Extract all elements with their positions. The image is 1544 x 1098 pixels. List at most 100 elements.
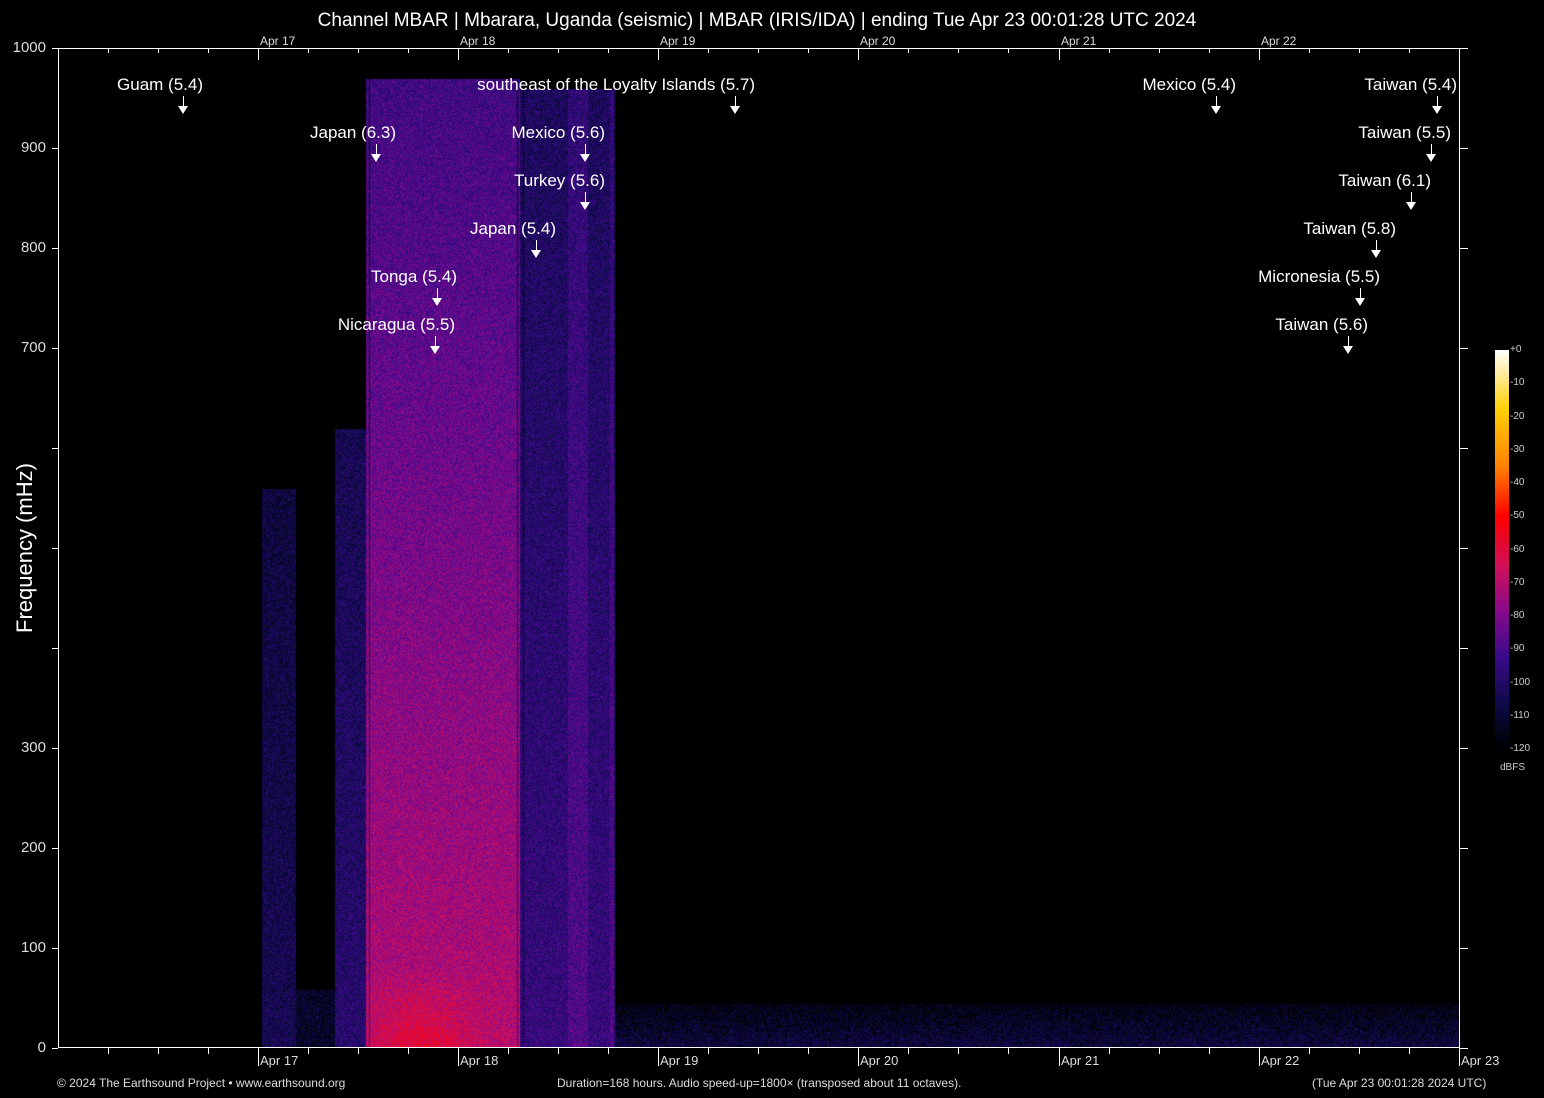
x-tick (258, 1048, 259, 1066)
colorbar-tick-label: -90 (1510, 643, 1525, 655)
x-tick (158, 1048, 159, 1054)
x-tick-top (1259, 48, 1260, 60)
x-tick (408, 1048, 409, 1054)
y-tick (52, 448, 58, 449)
event-arrow-line (435, 336, 436, 348)
y-tick (52, 48, 58, 49)
event-arrow-icon (1355, 298, 1365, 306)
x-tick-label: Apr 20 (860, 1053, 899, 1068)
x-tick (1109, 1048, 1110, 1054)
x-tick-label: Apr 17 (260, 1053, 299, 1068)
event-arrow-line (585, 192, 586, 204)
colorbar (1495, 350, 1509, 750)
colorbar-tick-label: -110 (1510, 709, 1530, 721)
y-tick-right (1459, 1048, 1468, 1049)
event-label: Taiwan (6.1) (1338, 171, 1431, 190)
colorbar-tick-label: -70 (1510, 576, 1525, 588)
colorbar-tick-label: -10 (1510, 377, 1525, 389)
colorbar-tick-label: -40 (1510, 477, 1525, 488)
colorbar-tick-label: -80 (1510, 610, 1525, 621)
event-label: Nicaragua (5.5) (337, 315, 455, 334)
x-tick-label-top: Apr 22 (1261, 34, 1297, 48)
x-tick-top (808, 48, 809, 53)
spectrogram (58, 48, 1459, 1048)
event-label: Taiwan (5.8) (1303, 219, 1396, 238)
event-arrow-line (1360, 288, 1361, 300)
x-tick-top (1059, 48, 1060, 60)
event-arrow-line (1216, 96, 1217, 108)
x-tick-label-top: Apr 18 (460, 34, 496, 48)
event-arrow-icon (580, 154, 590, 162)
y-tick-right (1459, 648, 1468, 649)
x-tick-label: Apr 19 (660, 1053, 699, 1068)
y-axis-title: Frequency (mHz) (12, 463, 37, 633)
y-tick-label: 300 (20, 739, 46, 756)
y-tick (52, 348, 58, 349)
x-tick-top (308, 48, 309, 53)
x-tick-label: Apr 22 (1261, 1053, 1300, 1068)
x-tick-top (1109, 48, 1110, 53)
x-tick-label: Apr 21 (1061, 1053, 1100, 1068)
event-label: Japan (5.4) (470, 219, 556, 238)
x-tick-top (258, 48, 259, 60)
x-tick-top (508, 48, 509, 53)
event-arrow-icon (580, 202, 590, 210)
y-tick (52, 648, 58, 649)
event-arrow-icon (730, 106, 740, 114)
x-tick-top (708, 48, 709, 53)
copyright: © 2024 The Earthsound Project • www.eart… (57, 1076, 346, 1090)
y-tick-right (1459, 848, 1468, 849)
y-tick-label: 800 (20, 239, 46, 256)
x-tick-top (658, 48, 659, 60)
x-tick (1209, 1048, 1210, 1054)
x-tick (508, 1048, 509, 1054)
x-tick-top (1459, 48, 1460, 60)
x-tick-top (208, 48, 209, 53)
x-tick (1159, 1048, 1160, 1054)
event-arrow-line (1348, 336, 1349, 348)
x-tick (958, 1048, 959, 1054)
colorbar-label: dBFS (1500, 762, 1526, 773)
x-tick (308, 1048, 309, 1054)
event-arrow-line (585, 144, 586, 156)
x-tick (808, 1048, 809, 1054)
plot-frame-top (58, 48, 1460, 49)
chart-title: Channel MBAR | Mbarara, Uganda (seismic)… (317, 10, 1197, 31)
event-arrow-line (183, 96, 184, 108)
event-arrow-line (536, 240, 537, 252)
event-arrow-icon (432, 298, 442, 306)
colorbar-tick-label: -30 (1510, 443, 1525, 455)
x-tick-label-top: Apr 20 (860, 34, 896, 48)
x-tick (458, 1048, 459, 1066)
y-tick-label: 900 (20, 139, 46, 156)
event-label: Micronesia (5.5) (1258, 267, 1380, 286)
event-arrow-line (1411, 192, 1412, 204)
x-tick-top (1209, 48, 1210, 53)
x-tick-top (458, 48, 459, 60)
x-tick-label-top: Apr 21 (1061, 34, 1097, 48)
y-tick-right (1459, 348, 1468, 349)
x-tick (1309, 1048, 1310, 1054)
x-tick (1409, 1048, 1410, 1054)
colorbar-tick-label: -60 (1510, 543, 1525, 555)
x-tick-label: Apr 18 (460, 1053, 499, 1068)
x-tick-top (908, 48, 909, 53)
y-tick-label: 1000 (12, 39, 46, 56)
event-label: Mexico (5.6) (511, 123, 605, 142)
x-tick-top (758, 48, 759, 53)
event-label: Taiwan (5.4) (1364, 75, 1457, 94)
event-label: Guam (5.4) (117, 75, 203, 94)
colorbar-tick-label: -50 (1510, 510, 1525, 522)
colorbar-tick-label: -120 (1510, 743, 1531, 754)
x-tick-top (858, 48, 859, 60)
y-tick-label: 200 (20, 839, 46, 856)
x-tick (1008, 1048, 1009, 1054)
event-arrow-line (1437, 96, 1438, 108)
y-tick-right (1459, 448, 1468, 449)
y-tick (52, 148, 58, 149)
event-label: Tonga (5.4) (371, 267, 457, 286)
event-label: Japan (6.3) (310, 123, 396, 142)
event-arrow-icon (531, 250, 541, 258)
y-tick (52, 1048, 58, 1049)
x-tick-top (1359, 48, 1360, 53)
